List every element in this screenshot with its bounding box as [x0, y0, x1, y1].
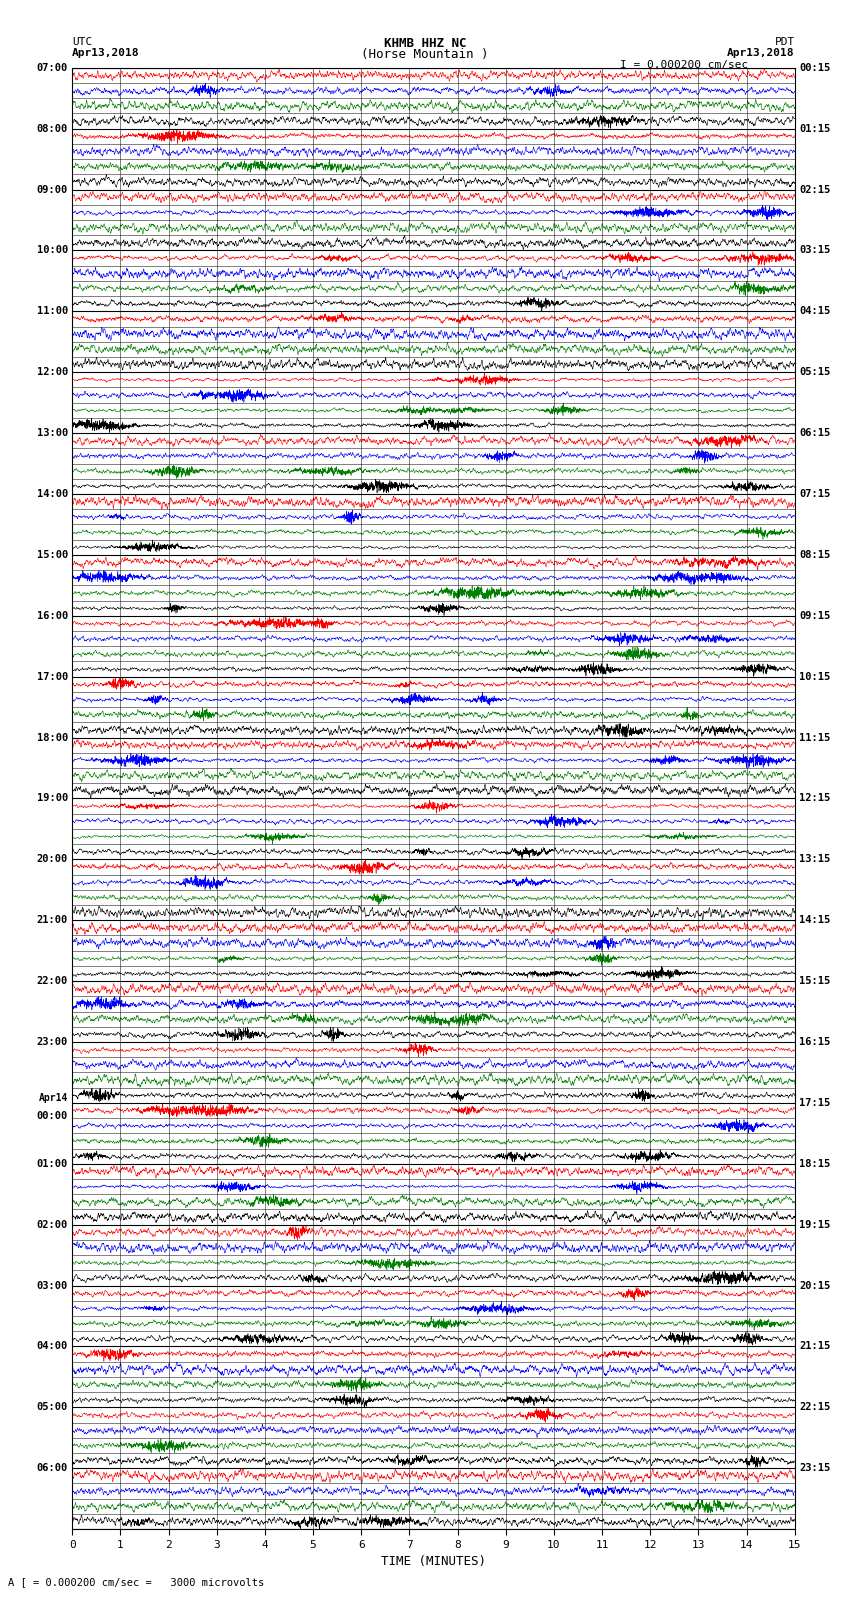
Text: 07:15: 07:15	[799, 489, 830, 498]
Text: 01:00: 01:00	[37, 1158, 68, 1169]
Text: 16:00: 16:00	[37, 611, 68, 621]
Text: UTC: UTC	[72, 37, 93, 47]
Text: 06:15: 06:15	[799, 427, 830, 439]
Text: 14:15: 14:15	[799, 915, 830, 926]
Text: 20:00: 20:00	[37, 855, 68, 865]
Text: 00:15: 00:15	[799, 63, 830, 73]
Text: 11:00: 11:00	[37, 306, 68, 316]
Text: 02:15: 02:15	[799, 184, 830, 195]
Text: 01:15: 01:15	[799, 124, 830, 134]
Text: 09:15: 09:15	[799, 611, 830, 621]
Text: 15:15: 15:15	[799, 976, 830, 986]
Text: 08:15: 08:15	[799, 550, 830, 560]
Text: 05:00: 05:00	[37, 1402, 68, 1413]
Text: 18:00: 18:00	[37, 732, 68, 742]
Text: 06:00: 06:00	[37, 1463, 68, 1473]
Text: 15:00: 15:00	[37, 550, 68, 560]
Text: 05:15: 05:15	[799, 368, 830, 377]
Text: 12:15: 12:15	[799, 794, 830, 803]
Text: Apr13,2018: Apr13,2018	[728, 48, 795, 58]
Text: 08:00: 08:00	[37, 124, 68, 134]
Text: 23:00: 23:00	[37, 1037, 68, 1047]
Text: Apr13,2018: Apr13,2018	[72, 48, 139, 58]
Text: (Horse Mountain ): (Horse Mountain )	[361, 48, 489, 61]
Text: 13:00: 13:00	[37, 427, 68, 439]
Text: 16:15: 16:15	[799, 1037, 830, 1047]
Text: 10:15: 10:15	[799, 671, 830, 682]
Text: 09:00: 09:00	[37, 184, 68, 195]
Text: 00:00: 00:00	[37, 1111, 68, 1121]
Text: 22:00: 22:00	[37, 976, 68, 986]
Text: 23:15: 23:15	[799, 1463, 830, 1473]
X-axis label: TIME (MINUTES): TIME (MINUTES)	[381, 1555, 486, 1568]
Text: KHMB HHZ NC: KHMB HHZ NC	[383, 37, 467, 50]
Text: Apr14: Apr14	[38, 1094, 68, 1103]
Text: 21:15: 21:15	[799, 1342, 830, 1352]
Text: 19:00: 19:00	[37, 794, 68, 803]
Text: 07:00: 07:00	[37, 63, 68, 73]
Text: 03:00: 03:00	[37, 1281, 68, 1290]
Text: 14:00: 14:00	[37, 489, 68, 498]
Text: I = 0.000200 cm/sec: I = 0.000200 cm/sec	[620, 60, 749, 69]
Text: 13:15: 13:15	[799, 855, 830, 865]
Text: 22:15: 22:15	[799, 1402, 830, 1413]
Text: 10:00: 10:00	[37, 245, 68, 255]
Text: 21:00: 21:00	[37, 915, 68, 926]
Text: A [ = 0.000200 cm/sec =   3000 microvolts: A [ = 0.000200 cm/sec = 3000 microvolts	[8, 1578, 264, 1587]
Text: 12:00: 12:00	[37, 368, 68, 377]
Text: 17:15: 17:15	[799, 1098, 830, 1108]
Text: 11:15: 11:15	[799, 732, 830, 742]
Text: PDT: PDT	[774, 37, 795, 47]
Text: 04:00: 04:00	[37, 1342, 68, 1352]
Text: 17:00: 17:00	[37, 671, 68, 682]
Text: 02:00: 02:00	[37, 1219, 68, 1229]
Text: 20:15: 20:15	[799, 1281, 830, 1290]
Text: 04:15: 04:15	[799, 306, 830, 316]
Text: 19:15: 19:15	[799, 1219, 830, 1229]
Text: 03:15: 03:15	[799, 245, 830, 255]
Text: 18:15: 18:15	[799, 1158, 830, 1169]
